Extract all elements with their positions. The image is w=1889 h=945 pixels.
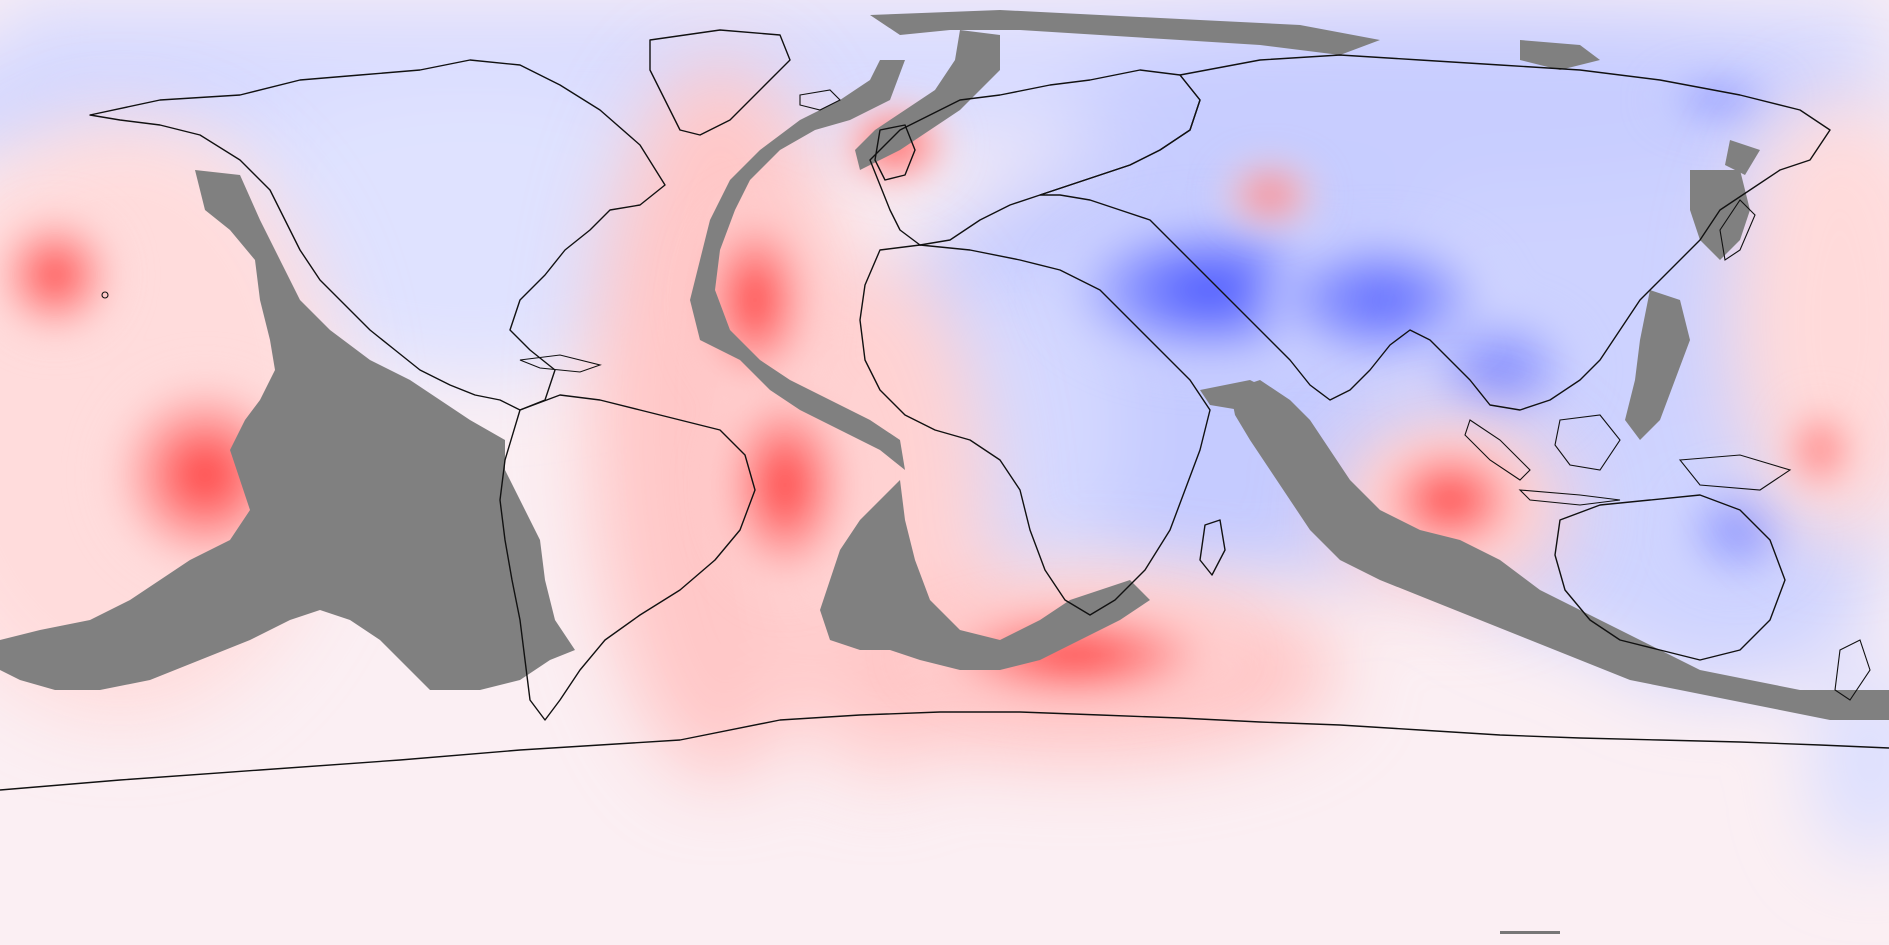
positive-anomaly-cores bbox=[0, 100, 1860, 715]
mask-philippine-sea bbox=[1625, 290, 1690, 440]
coast-japan bbox=[1719, 199, 1756, 261]
mask-atlantic-west bbox=[690, 60, 905, 470]
coast-british-isles bbox=[874, 124, 916, 181]
mask-atlantic-north bbox=[855, 30, 1000, 170]
mask-north-atlantic-small bbox=[1725, 140, 1760, 175]
mask-indian-ocean bbox=[1230, 380, 1889, 720]
coast-north-america bbox=[89, 59, 666, 411]
mask-arabian-sea bbox=[1200, 380, 1280, 410]
coast-new-guinea bbox=[1678, 454, 1792, 491]
mask-arctic-north bbox=[870, 10, 1380, 55]
negative-anomaly-cores bbox=[1040, 70, 1810, 590]
coast-borneo bbox=[1554, 414, 1621, 471]
coast-greenland bbox=[649, 29, 791, 136]
coast-australia bbox=[1554, 494, 1786, 661]
mask-east-pacific bbox=[0, 170, 575, 690]
coast-java bbox=[1518, 489, 1621, 506]
coast-caribbean bbox=[519, 354, 602, 373]
coast-antarctica bbox=[0, 711, 1889, 791]
coast-hawaii bbox=[101, 291, 109, 299]
coast-madagascar bbox=[1199, 519, 1226, 576]
coast-south-america bbox=[499, 394, 756, 721]
mask-atlantic-south bbox=[820, 480, 1150, 670]
coast-new-zealand bbox=[1834, 639, 1871, 701]
coast-iceland bbox=[799, 89, 841, 111]
coast-africa bbox=[859, 244, 1211, 616]
coastlines bbox=[0, 29, 1889, 791]
mask-north-pacific bbox=[1520, 40, 1600, 70]
bottom-scale-bar bbox=[1500, 931, 1560, 934]
coast-sumatra bbox=[1464, 419, 1531, 481]
no-data-mask bbox=[0, 10, 1889, 720]
coast-asia bbox=[1039, 54, 1831, 411]
mask-west-pacific bbox=[1690, 170, 1750, 260]
